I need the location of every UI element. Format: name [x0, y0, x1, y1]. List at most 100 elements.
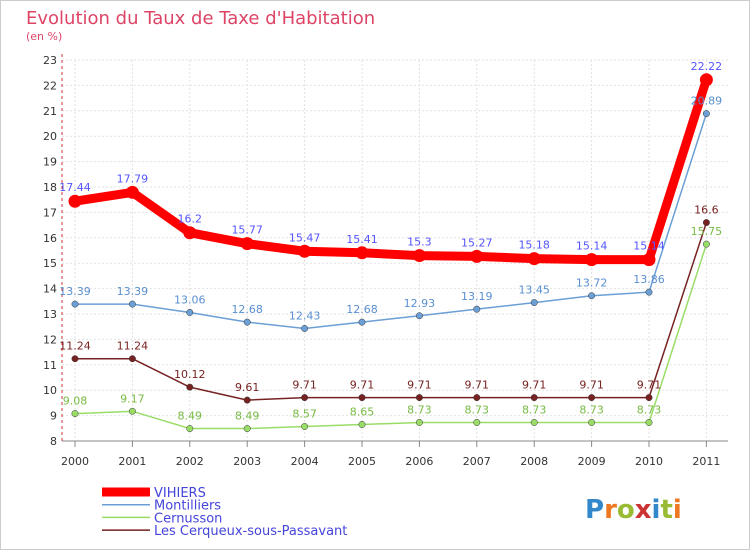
data-point [243, 396, 251, 404]
data-label: 13.19 [461, 290, 493, 303]
x-tick-label: 2010 [635, 455, 663, 468]
axes: 8 9 10 11 12 13 14 15 16 17 18 19 20 21 22 23 2000 2001 20… [43, 54, 728, 468]
y-tick-label: 20 [43, 130, 57, 143]
legend-label: Montilliers [154, 499, 221, 514]
data-point [68, 194, 82, 208]
x-tick-label: 2003 [233, 455, 261, 468]
data-point [702, 240, 710, 248]
data-label: 9.71 [292, 379, 317, 392]
data-label: 13.86 [633, 273, 665, 286]
data-label: 8.73 [407, 403, 432, 416]
y-tick-label: 16 [43, 232, 57, 245]
data-labels: 17.44 17.79 16.2 15.77 15.47 15.41 15.3 15.27 15… [59, 60, 722, 423]
data-point [585, 253, 599, 267]
data-label: 9.08 [63, 395, 88, 408]
data-label: 15.27 [461, 236, 493, 249]
data-point [298, 244, 312, 258]
logo-letter: t [660, 495, 672, 525]
data-label: 9.61 [235, 381, 260, 394]
data-label: 22.22 [691, 60, 723, 73]
data-point [301, 325, 309, 332]
data-point [588, 394, 596, 402]
data-point [702, 219, 710, 227]
data-point [412, 249, 426, 263]
logo-letter: o [617, 495, 635, 525]
y-tick-label: 13 [43, 308, 57, 321]
y-tick-label: 22 [43, 79, 57, 92]
data-label: 13.39 [117, 285, 149, 298]
data-label: 15.18 [518, 239, 550, 252]
x-tick-label: 2001 [118, 455, 146, 468]
x-tick-label: 2008 [520, 455, 548, 468]
x-tick-label: 2000 [61, 455, 89, 468]
data-label: 15.14 [633, 240, 665, 253]
series-line-1 [74, 112, 708, 330]
data-point [645, 288, 653, 296]
data-point [470, 249, 484, 263]
x-tick-label: 2006 [405, 455, 433, 468]
y-tick-label: 12 [43, 333, 57, 346]
data-label: 8.73 [522, 403, 547, 416]
logo-letter: i [652, 495, 661, 525]
data-point [301, 423, 309, 430]
data-label: 9.71 [350, 379, 375, 392]
logo-letter: P [585, 495, 604, 525]
data-point [530, 394, 538, 402]
data-label: 13.45 [518, 284, 550, 297]
data-point [642, 253, 656, 267]
data-label: 15.77 [231, 224, 263, 237]
data-point [243, 425, 251, 433]
data-label: 15.41 [346, 233, 378, 246]
data-point [645, 394, 653, 402]
x-tick-label: 2005 [348, 455, 376, 468]
y-tick-label: 15 [43, 257, 57, 270]
data-label: 11.24 [59, 340, 91, 353]
legend-label: Les Cerqueux-sous-Passavant [154, 524, 347, 539]
y-tick-label: 14 [43, 283, 57, 296]
data-label: 12.68 [346, 303, 378, 316]
data-label: 9.71 [407, 379, 432, 392]
data-point [527, 252, 541, 266]
data-point [358, 394, 366, 402]
data-point [358, 318, 366, 326]
logo-text: Proxiti [585, 495, 682, 525]
data-point [186, 383, 194, 391]
data-label: 15.3 [407, 236, 432, 249]
data-point [415, 394, 423, 402]
data-label: 17.44 [59, 181, 91, 194]
data-label: 8.73 [637, 403, 662, 416]
data-point [530, 419, 538, 426]
data-label: 13.39 [59, 285, 91, 298]
proxiti-logo: Proxiti [585, 495, 682, 525]
data-label: 8.57 [292, 408, 317, 421]
data-label: 9.71 [579, 379, 604, 392]
data-point [473, 419, 481, 426]
data-point [415, 312, 423, 320]
chart-subtitle: (en %) [26, 30, 62, 43]
data-label: 10.12 [174, 368, 206, 381]
data-label: 9.17 [120, 392, 145, 405]
series-line-2 [74, 243, 708, 430]
data-label: 12.43 [289, 309, 321, 322]
data-label: 12.93 [404, 297, 436, 310]
data-label: 15.75 [691, 225, 723, 238]
data-point [186, 309, 194, 316]
data-label: 8.65 [350, 405, 375, 418]
y-tick-label: 17 [43, 206, 57, 219]
data-label: 15.14 [576, 240, 608, 253]
data-label: 8.73 [465, 403, 490, 416]
data-point [415, 419, 423, 426]
y-tick-label: 9 [50, 410, 57, 423]
x-tick-label: 2009 [578, 455, 606, 468]
data-point [183, 226, 197, 240]
chart-title: Evolution du Taux de Taxe d'Habitation [26, 8, 375, 29]
data-point [699, 73, 713, 87]
data-label: 13.72 [576, 277, 608, 290]
data-point [588, 292, 596, 300]
data-label: 9.71 [465, 379, 490, 392]
data-point [71, 410, 79, 418]
y-tick-label: 11 [43, 359, 57, 372]
y-tick-label: 18 [43, 181, 57, 194]
data-label: 20.89 [691, 95, 723, 108]
